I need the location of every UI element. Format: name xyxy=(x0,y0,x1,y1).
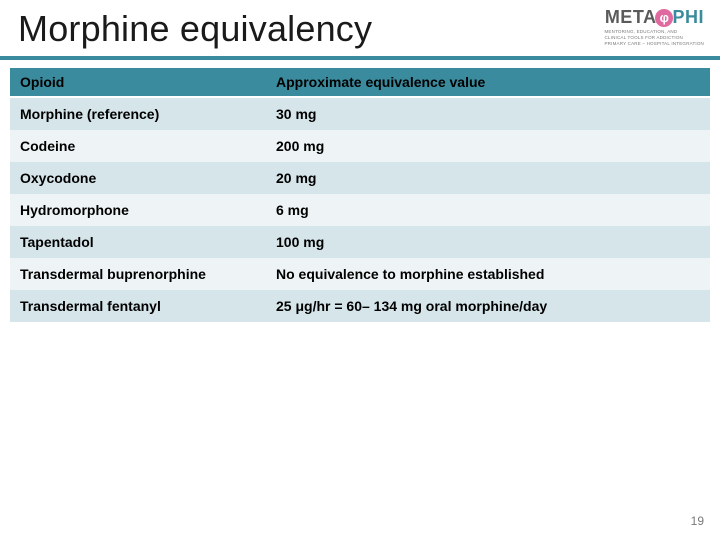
logo-tagline-line: PRIMARY CARE – HOSPITAL INTEGRATION xyxy=(604,41,704,47)
table-cell: Hydromorphone xyxy=(10,194,266,226)
logo-wordmark: METAφPHI xyxy=(604,8,704,27)
page-title: Morphine equivalency xyxy=(18,8,372,50)
table-row: Hydromorphone 6 mg xyxy=(10,194,710,226)
table-cell: Oxycodone xyxy=(10,162,266,194)
logo-text-meta: META xyxy=(605,7,657,27)
title-underline xyxy=(0,56,720,60)
logo-tagline: MENTORING, EDUCATION, AND CLINICAL TOOLS… xyxy=(604,29,704,47)
table-row: Codeine 200 mg xyxy=(10,130,710,162)
table-row: Oxycodone 20 mg xyxy=(10,162,710,194)
table-cell: 30 mg xyxy=(266,97,710,130)
table-cell: 6 mg xyxy=(266,194,710,226)
logo-phi-icon: φ xyxy=(655,9,673,27)
table-row: Transdermal fentanyl 25 μg/hr = 60– 134 … xyxy=(10,290,710,322)
table-cell: 200 mg xyxy=(266,130,710,162)
logo: METAφPHI MENTORING, EDUCATION, AND CLINI… xyxy=(604,8,704,47)
table-row: Morphine (reference) 30 mg xyxy=(10,97,710,130)
equivalency-table: Opioid Approximate equivalence value Mor… xyxy=(10,68,710,322)
table-cell: Codeine xyxy=(10,130,266,162)
table-cell: No equivalence to morphine established xyxy=(266,258,710,290)
page-number: 19 xyxy=(691,514,704,528)
slide: Morphine equivalency METAφPHI MENTORING,… xyxy=(0,0,720,540)
table-cell: Transdermal buprenorphine xyxy=(10,258,266,290)
table-row: Tapentadol 100 mg xyxy=(10,226,710,258)
table-header-cell: Approximate equivalence value xyxy=(266,68,710,97)
table-cell: Transdermal fentanyl xyxy=(10,290,266,322)
table-cell: 25 μg/hr = 60– 134 mg oral morphine/day xyxy=(266,290,710,322)
table-cell: Tapentadol xyxy=(10,226,266,258)
table-cell: 20 mg xyxy=(266,162,710,194)
table-cell: Morphine (reference) xyxy=(10,97,266,130)
table-row: Transdermal buprenorphine No equivalence… xyxy=(10,258,710,290)
table-header-row: Opioid Approximate equivalence value xyxy=(10,68,710,97)
logo-text-phi: PHI xyxy=(672,7,704,27)
table-cell: 100 mg xyxy=(266,226,710,258)
table-header-cell: Opioid xyxy=(10,68,266,97)
